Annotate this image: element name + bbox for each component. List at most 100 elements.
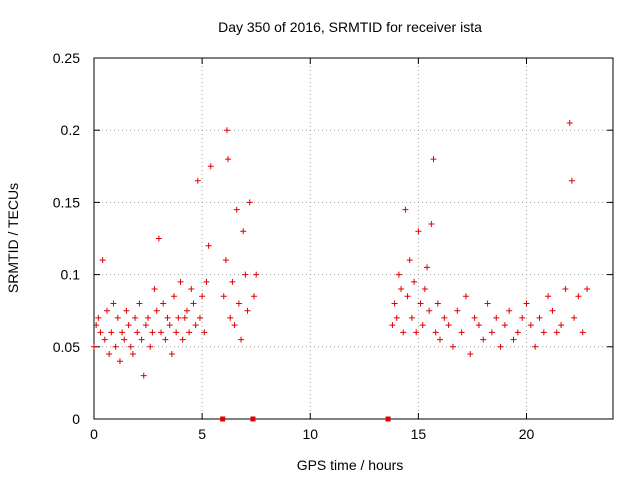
data-point	[145, 314, 152, 321]
data-point	[510, 336, 517, 343]
data-point	[415, 228, 422, 235]
data-point	[220, 293, 227, 300]
data-point	[419, 322, 426, 329]
x-tick-label: 20	[519, 426, 535, 442]
data-point	[95, 314, 102, 321]
data-point	[125, 322, 132, 329]
data-point	[171, 293, 178, 300]
data-point	[536, 314, 543, 321]
data-point	[140, 372, 147, 379]
data-point	[222, 257, 229, 264]
data-point	[225, 156, 232, 163]
data-point	[240, 228, 247, 235]
data-point	[584, 286, 591, 293]
data-point	[514, 329, 521, 336]
data-point	[475, 322, 482, 329]
data-point	[471, 314, 478, 321]
data-point	[501, 322, 508, 329]
data-point	[227, 314, 234, 321]
data-point	[568, 177, 575, 184]
data-point	[251, 293, 258, 300]
data-point	[406, 257, 413, 264]
data-point	[205, 242, 212, 249]
data-point	[136, 300, 143, 307]
data-point	[454, 307, 461, 314]
data-point	[553, 329, 560, 336]
data-point	[391, 300, 398, 307]
data-point	[434, 300, 441, 307]
data-point	[190, 300, 197, 307]
data-point	[532, 343, 539, 350]
data-point	[417, 300, 424, 307]
data-point	[151, 286, 158, 293]
data-point	[173, 329, 180, 336]
x-tick-label: 15	[411, 426, 427, 442]
y-tick-label: 0.2	[61, 122, 81, 138]
data-point	[134, 329, 141, 336]
data-point	[437, 336, 443, 343]
data-point	[116, 358, 123, 365]
zero-marker	[250, 416, 256, 422]
data-point	[233, 206, 240, 213]
data-point	[153, 307, 160, 314]
data-point	[196, 314, 203, 321]
data-point	[430, 156, 437, 163]
data-point	[160, 300, 167, 307]
data-point	[203, 278, 210, 285]
data-point	[138, 336, 145, 343]
data-point	[91, 343, 97, 350]
data-point	[549, 307, 556, 314]
data-point	[562, 286, 569, 293]
data-point	[408, 314, 415, 321]
data-point	[441, 314, 448, 321]
data-points	[91, 119, 591, 379]
data-point	[155, 235, 162, 242]
y-tick-label: 0.15	[53, 194, 80, 210]
x-tick-label: 0	[90, 426, 98, 442]
data-point	[119, 329, 126, 336]
data-point	[540, 329, 547, 336]
data-point	[235, 300, 242, 307]
data-point	[398, 286, 405, 293]
data-point	[229, 278, 236, 285]
y-tick-label: 0.1	[61, 267, 81, 283]
data-point	[99, 257, 106, 264]
data-point	[484, 300, 491, 307]
data-point	[108, 329, 115, 336]
data-point	[432, 329, 439, 336]
data-point	[467, 351, 474, 358]
data-point	[223, 127, 230, 134]
data-point	[480, 336, 487, 343]
data-point	[168, 351, 175, 358]
grid-lines	[94, 58, 613, 419]
data-point	[166, 322, 173, 329]
y-tick-label: 0.05	[53, 339, 80, 355]
data-point	[127, 343, 134, 350]
data-point	[207, 163, 214, 170]
data-point	[103, 307, 110, 314]
data-point	[188, 286, 195, 293]
data-point	[164, 314, 171, 321]
data-point	[199, 293, 206, 300]
data-point	[179, 336, 186, 343]
data-point	[175, 314, 182, 321]
data-point	[194, 177, 201, 184]
data-point	[400, 329, 407, 336]
zero-markers	[220, 416, 391, 422]
data-point	[458, 329, 465, 336]
data-point	[404, 293, 411, 300]
data-point	[162, 336, 169, 343]
axis-ticks: 0 5 10 15 20 0 0.05 0.1 0.15 0.2 0.25	[53, 50, 613, 442]
x-axis-label: GPS time / hours	[297, 457, 404, 473]
data-point	[244, 307, 251, 314]
data-point	[183, 307, 190, 314]
data-point	[449, 343, 456, 350]
data-point	[114, 314, 121, 321]
data-point	[421, 286, 428, 293]
x-tick-label: 5	[198, 426, 206, 442]
data-point	[253, 271, 260, 278]
data-point	[231, 322, 238, 329]
data-point	[462, 293, 469, 300]
data-point	[129, 351, 136, 358]
